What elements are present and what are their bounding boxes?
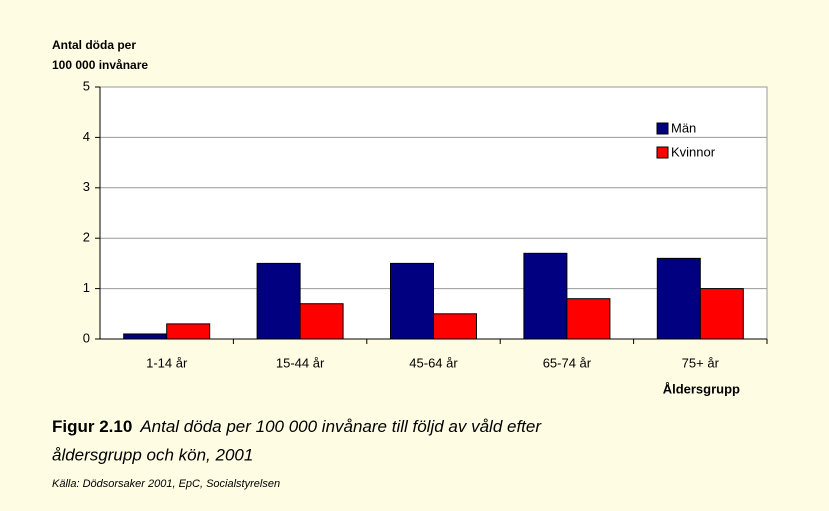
legend-label: Kvinnor [671,144,716,159]
y-tick-label: 3 [83,179,90,194]
x-tick-label: 45-64 år [409,355,458,370]
y-tick-label: 2 [83,230,90,245]
bar [256,262,301,340]
y-tick-label: 1 [83,280,90,295]
y-tick-label: 5 [83,78,90,93]
bar [433,313,477,340]
bar [566,298,611,340]
caption-line: åldersgrupp och kön, 2001 [52,445,253,464]
x-tick-label: 15-44 år [276,355,325,370]
legend-swatch [656,146,669,159]
x-tick-label: 75+ år [682,355,720,370]
source: Källa: Dödsorsaker 2001, EpC, Socialstyr… [52,478,280,490]
figure-label: Figur 2.10 [52,417,132,436]
bar [166,323,211,340]
x-tick-label: 65-74 år [543,355,592,370]
y-axis-label: 100 000 invånare [52,58,148,72]
bar [299,303,344,340]
caption: Figur 2.10 Antal döda per 100 000 invånar… [52,417,542,436]
x-tick-label: 1-14 år [146,355,188,370]
y-axis-label: Antal döda per [52,38,136,52]
legend-label: Män [671,120,696,135]
bar [656,257,701,340]
x-axis-label: Åldersgrupp [663,381,740,396]
y-tick-label: 0 [83,330,90,345]
caption-line: Antal döda per 100 000 invånare till föl… [139,417,542,436]
legend-swatch [656,122,669,135]
y-tick-label: 4 [83,129,90,144]
bar [123,333,168,340]
bar [523,252,568,340]
bar [390,262,434,340]
bar [699,288,744,340]
